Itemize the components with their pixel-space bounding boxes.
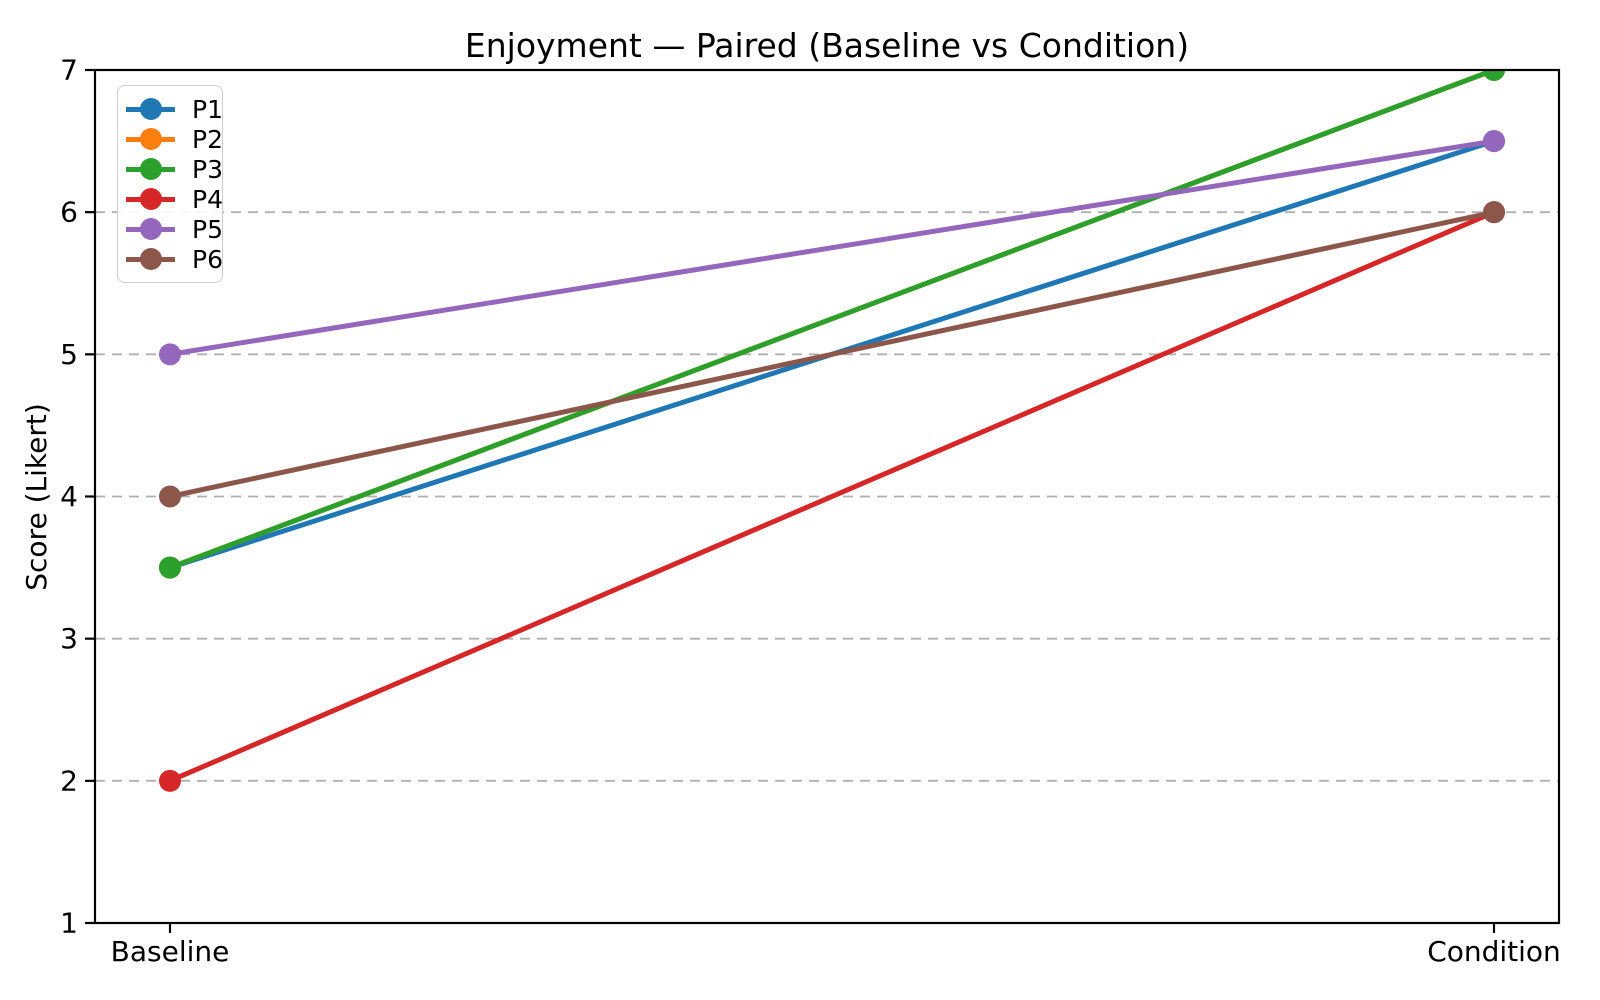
legend-label-p2: P2 xyxy=(192,124,223,154)
series-layer xyxy=(159,70,1505,792)
marker-p6-condition xyxy=(1483,201,1505,224)
legend-marker-p5 xyxy=(126,218,175,240)
y-tick-label-6: 6 xyxy=(60,196,78,229)
y-tick-label-4: 4 xyxy=(60,480,78,513)
y-tick-label-1: 1 xyxy=(60,907,78,940)
legend-marker-p6 xyxy=(126,248,175,270)
legend-marker-p2 xyxy=(126,128,175,150)
marker-p4-baseline xyxy=(159,769,181,792)
marker-p3-condition xyxy=(1483,70,1505,81)
series-line-p4 xyxy=(169,209,1495,784)
x-tick-label-baseline: Baseline xyxy=(111,935,230,968)
axes-layer: 1 2 3 4 5 6 7 Baseline Condition xyxy=(60,54,1561,969)
legend-item-p4: P4 xyxy=(126,184,223,214)
y-tick-label-2: 2 xyxy=(60,764,78,797)
legend-label-p6: P6 xyxy=(192,244,223,274)
legend-marker-p4 xyxy=(126,188,175,210)
y-tick-label-3: 3 xyxy=(60,622,78,655)
legend-marker-p1 xyxy=(126,98,175,120)
marker-p5-condition xyxy=(1483,130,1505,153)
y-axis-label: Score (Likert) xyxy=(20,403,53,590)
chart-title: Enjoyment — Paired (Baseline vs Conditio… xyxy=(465,26,1189,65)
legend-item-p3: P3 xyxy=(126,154,223,184)
legend-marker-p3 xyxy=(126,158,175,180)
legend-label-p5: P5 xyxy=(192,214,223,244)
x-tick-label-condition: Condition xyxy=(1427,935,1561,968)
legend: P1 P2 P3 P4 P5 P6 xyxy=(117,85,223,283)
series-line-p3 xyxy=(169,70,1495,570)
legend-item-p5: P5 xyxy=(126,214,223,244)
legend-item-p2: P2 xyxy=(126,124,223,154)
marker-p6-baseline xyxy=(159,485,181,508)
legend-label-p3: P3 xyxy=(192,154,223,184)
y-tick-label-5: 5 xyxy=(60,338,78,371)
series-line-p6 xyxy=(169,209,1495,499)
series-line-p5 xyxy=(169,138,1495,357)
legend-item-p6: P6 xyxy=(126,244,223,274)
marker-p5-baseline xyxy=(159,343,181,366)
y-tick-label-7: 7 xyxy=(60,54,78,87)
legend-label-p1: P1 xyxy=(192,94,223,124)
marker-p3-baseline xyxy=(159,556,181,579)
legend-item-p1: P1 xyxy=(126,94,223,124)
legend-label-p4: P4 xyxy=(192,184,223,214)
